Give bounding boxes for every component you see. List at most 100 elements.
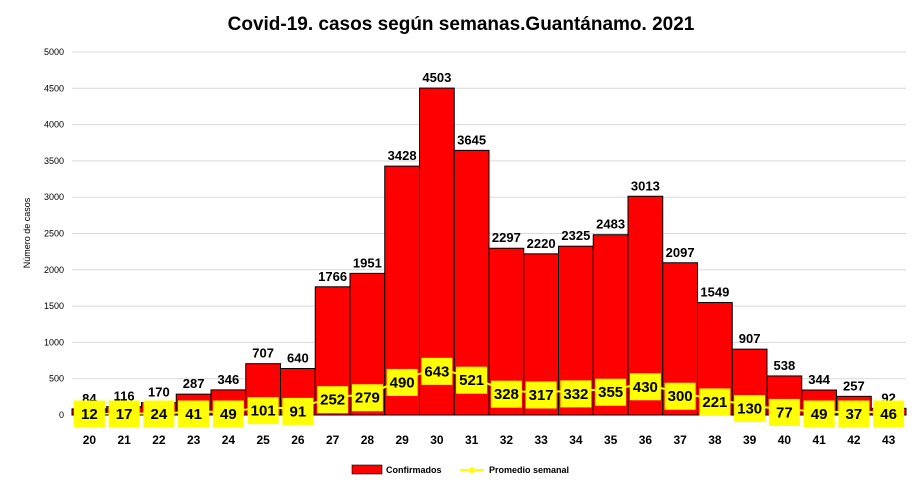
average-label-box	[247, 397, 279, 425]
y-tick-label: 2500	[44, 229, 64, 239]
average-label-box	[178, 400, 210, 428]
average-label-box	[351, 384, 383, 412]
bar-value-label: 116	[114, 389, 135, 404]
average-value-label: 101	[251, 403, 276, 420]
x-tick-label: 31	[465, 433, 479, 447]
average-label-box	[143, 400, 175, 428]
y-tick-label: 1500	[44, 301, 64, 311]
x-tick-label: 22	[152, 433, 166, 447]
average-value-label: 41	[185, 406, 202, 423]
legend-marker-promedio	[469, 467, 475, 473]
bar-value-label: 2325	[561, 228, 590, 243]
x-tick-label: 42	[847, 433, 861, 447]
average-label-box	[595, 378, 627, 406]
x-tick-label: 37	[673, 433, 687, 447]
x-tick-label: 23	[187, 433, 201, 447]
average-value-label: 91	[290, 403, 307, 420]
bar-value-label: 257	[843, 378, 865, 393]
x-tick-label: 35	[604, 433, 618, 447]
bar-value-label: 2483	[596, 217, 625, 232]
x-tick-label: 26	[291, 433, 305, 447]
average-value-label: 332	[563, 386, 588, 403]
average-label-box	[490, 380, 522, 408]
average-label-box	[456, 366, 488, 394]
bar-value-label: 344	[808, 372, 830, 387]
average-label-box	[386, 368, 418, 396]
bar-value-label: 1951	[353, 255, 382, 270]
bar-value-label: 3013	[631, 178, 660, 193]
legend: Confirmados Promedio semanal	[351, 464, 569, 475]
bar-value-label: 287	[183, 376, 205, 391]
average-label-box	[560, 380, 592, 408]
x-tick-label: 30	[430, 433, 444, 447]
bar-value-label: 538	[774, 358, 796, 373]
average-value-label: 317	[529, 387, 554, 404]
average-label-box	[664, 382, 696, 410]
x-tick-label: 33	[534, 433, 548, 447]
y-tick-label: 1000	[44, 337, 64, 347]
y-tick-label: 0	[59, 410, 64, 420]
x-tick-label: 25	[256, 433, 270, 447]
bar-value-label: 3645	[457, 132, 486, 147]
average-label-box	[282, 397, 314, 425]
x-tick-label: 36	[639, 433, 653, 447]
average-value-label: 355	[598, 384, 623, 401]
average-value-label: 300	[668, 388, 693, 405]
x-tick-label: 24	[222, 433, 236, 447]
x-tick-label: 38	[708, 433, 722, 447]
average-value-label: 77	[776, 404, 793, 421]
average-label-box	[873, 400, 905, 428]
bar-value-label: 2220	[527, 236, 556, 251]
y-tick-label: 2000	[44, 265, 64, 275]
bar-value-label: 3428	[388, 148, 417, 163]
bar-value-label: 2297	[492, 230, 521, 245]
average-label-box	[803, 400, 835, 428]
average-label-box	[629, 373, 661, 401]
average-label-box	[317, 386, 349, 414]
average-value-label: 12	[81, 406, 98, 423]
bar-value-label: 640	[287, 351, 309, 366]
average-value-label: 430	[633, 379, 658, 396]
bar-value-label: 707	[252, 346, 274, 361]
bar-value-label: 907	[739, 331, 761, 346]
average-label-box	[838, 400, 870, 428]
bar-value-label: 170	[148, 385, 170, 400]
y-tick-label: 3500	[44, 156, 64, 166]
average-label-box	[108, 400, 140, 428]
legend-label-confirmados: Confirmados	[386, 465, 442, 475]
average-label-box	[734, 395, 766, 423]
x-tick-label: 41	[812, 433, 826, 447]
average-value-label: 17	[116, 406, 133, 423]
x-tick-label: 27	[326, 433, 340, 447]
y-tick-label: 4000	[44, 120, 64, 130]
average-label-box	[768, 398, 800, 426]
bar-value-label: 2097	[666, 245, 695, 260]
average-value-label: 24	[151, 406, 168, 423]
y-axis-label: Número de casos	[22, 197, 32, 268]
average-label-box	[421, 357, 453, 385]
average-value-label: 46	[880, 406, 897, 423]
bar-value-label: 1766	[318, 269, 347, 284]
axes: 0 500 1000 1500 2000 2500 3000 3500 4000 4500 5000…	[44, 47, 906, 447]
bar-value-label: 346	[218, 372, 240, 387]
x-tick-label: 28	[361, 433, 375, 447]
bar-value-label: 4503	[422, 70, 451, 85]
x-tick-label: 32	[500, 433, 514, 447]
average-value-label: 643	[424, 363, 449, 380]
average-label-box	[525, 381, 557, 409]
average-value-label: 221	[702, 394, 727, 411]
average-value-label: 49	[220, 406, 237, 423]
chart-title: Covid-19. casos según semanas.Guantánamo…	[228, 14, 695, 35]
average-value-label: 130	[737, 401, 762, 418]
x-tick-label: 40	[778, 433, 792, 447]
average-value-label: 521	[459, 372, 484, 389]
average-value-label: 490	[390, 374, 415, 391]
bar-value-label: 1549	[700, 285, 729, 300]
average-label-box	[212, 400, 244, 428]
average-label-box	[699, 388, 731, 416]
y-tick-label: 500	[49, 374, 64, 384]
y-tick-label: 4500	[44, 83, 64, 93]
average-value-label: 37	[846, 406, 863, 423]
average-label-box	[73, 400, 105, 428]
